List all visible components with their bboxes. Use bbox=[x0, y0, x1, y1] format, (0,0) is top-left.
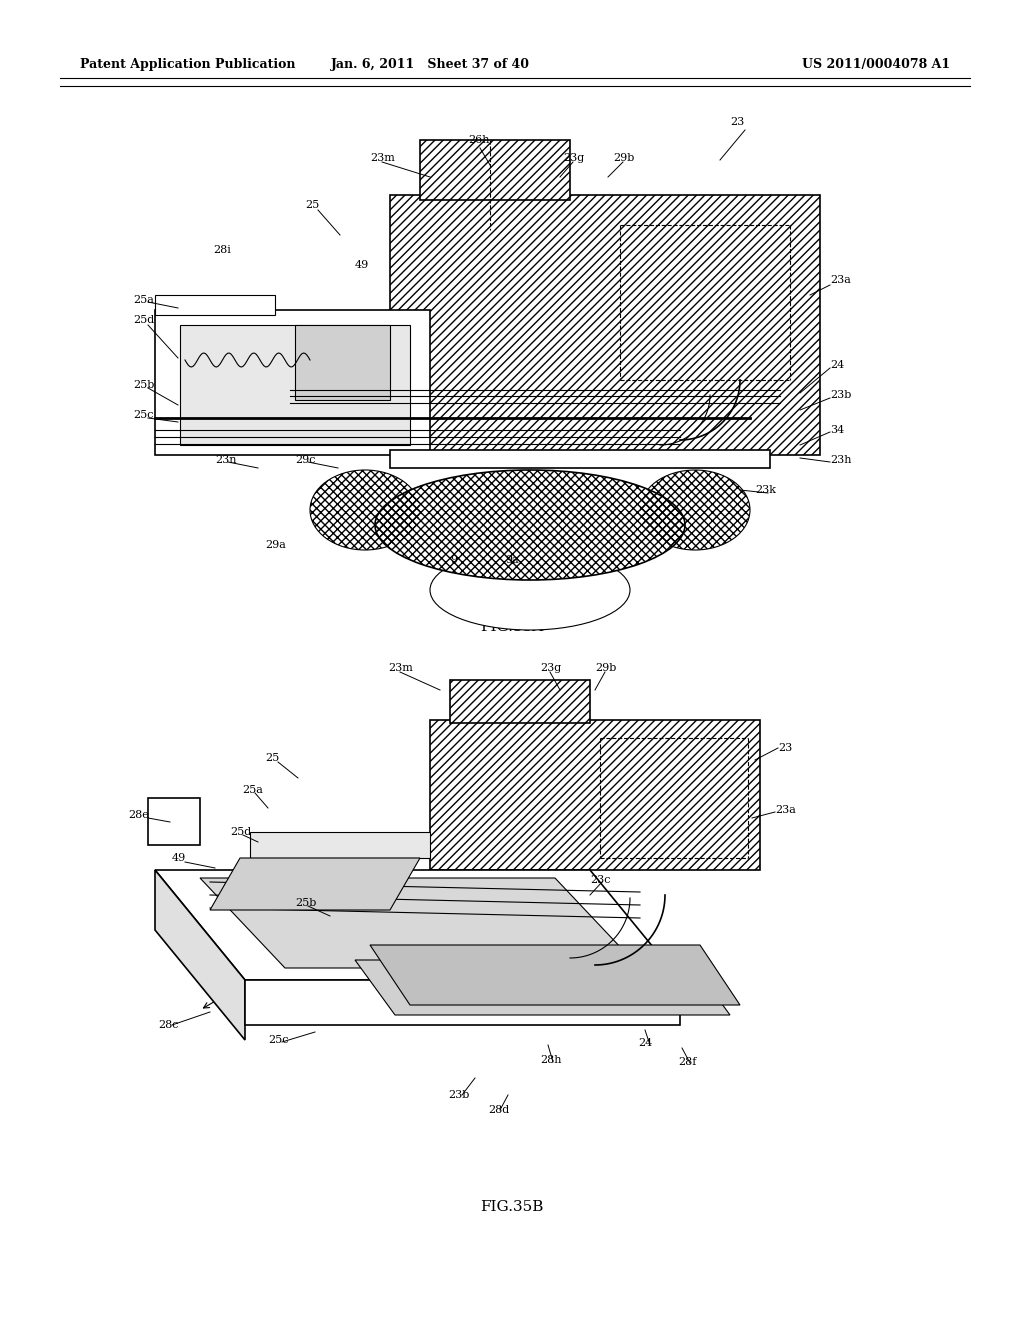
Text: 25: 25 bbox=[265, 752, 280, 763]
Text: 29b: 29b bbox=[595, 663, 616, 673]
Text: 34: 34 bbox=[830, 425, 844, 436]
Bar bbox=[420, 140, 570, 201]
Text: 25b: 25b bbox=[295, 898, 316, 908]
Polygon shape bbox=[250, 832, 430, 858]
Text: 23m: 23m bbox=[370, 153, 395, 162]
Text: 23n: 23n bbox=[215, 455, 237, 465]
Text: 25b: 25b bbox=[133, 380, 155, 389]
Text: 25d: 25d bbox=[133, 315, 155, 325]
Text: 25d: 25d bbox=[230, 828, 251, 837]
Text: 23b: 23b bbox=[449, 1090, 469, 1100]
Bar bbox=[390, 195, 820, 455]
Text: 49: 49 bbox=[172, 853, 186, 863]
Text: Patent Application Publication: Patent Application Publication bbox=[80, 58, 296, 71]
Ellipse shape bbox=[375, 470, 685, 579]
Text: US 2011/0004078 A1: US 2011/0004078 A1 bbox=[802, 58, 950, 71]
Polygon shape bbox=[295, 325, 390, 400]
Text: 23a: 23a bbox=[830, 275, 851, 285]
Polygon shape bbox=[155, 870, 245, 1040]
Text: FIG.35B: FIG.35B bbox=[480, 1200, 544, 1214]
Text: 49: 49 bbox=[355, 260, 370, 271]
Text: 26h: 26h bbox=[468, 135, 489, 145]
Text: 25c: 25c bbox=[133, 411, 154, 420]
Polygon shape bbox=[450, 680, 590, 723]
Text: 23b: 23b bbox=[830, 389, 851, 400]
Bar bbox=[180, 325, 410, 445]
Text: 25c: 25c bbox=[268, 1035, 289, 1045]
Ellipse shape bbox=[640, 470, 750, 550]
Polygon shape bbox=[370, 945, 740, 1005]
Text: 23c: 23c bbox=[590, 875, 610, 884]
Text: 9: 9 bbox=[450, 554, 457, 565]
Text: 28f: 28f bbox=[678, 1057, 696, 1067]
Text: 23g: 23g bbox=[563, 153, 585, 162]
Polygon shape bbox=[210, 858, 420, 909]
Ellipse shape bbox=[430, 550, 630, 630]
Polygon shape bbox=[155, 870, 680, 979]
Text: 28c: 28c bbox=[158, 1020, 178, 1030]
Text: 25: 25 bbox=[305, 201, 319, 210]
Text: 23: 23 bbox=[778, 743, 793, 752]
Text: 23g: 23g bbox=[540, 663, 561, 673]
Text: 23h: 23h bbox=[830, 455, 852, 465]
Text: 28i: 28i bbox=[213, 246, 230, 255]
Bar bbox=[155, 294, 275, 315]
Text: 24: 24 bbox=[830, 360, 844, 370]
Bar bbox=[420, 140, 570, 201]
Bar bbox=[155, 310, 430, 455]
Text: 29a: 29a bbox=[265, 540, 286, 550]
Text: FIG.35A: FIG.35A bbox=[480, 620, 544, 634]
Bar bbox=[390, 450, 770, 469]
Text: 28h: 28h bbox=[540, 1055, 561, 1065]
Text: 23m: 23m bbox=[388, 663, 413, 673]
Ellipse shape bbox=[310, 470, 420, 550]
Polygon shape bbox=[245, 979, 680, 1026]
Text: 23k: 23k bbox=[755, 484, 776, 495]
Text: 24: 24 bbox=[638, 1038, 652, 1048]
Text: 9a: 9a bbox=[505, 554, 519, 565]
Text: 29c: 29c bbox=[295, 455, 315, 465]
Polygon shape bbox=[200, 878, 640, 968]
Text: 23: 23 bbox=[730, 117, 744, 127]
Text: Jan. 6, 2011   Sheet 37 of 40: Jan. 6, 2011 Sheet 37 of 40 bbox=[331, 58, 529, 71]
Polygon shape bbox=[430, 719, 760, 870]
Polygon shape bbox=[355, 960, 730, 1015]
Text: 23a: 23a bbox=[775, 805, 796, 814]
Text: 25a: 25a bbox=[133, 294, 154, 305]
Polygon shape bbox=[148, 799, 200, 845]
Text: 29b: 29b bbox=[613, 153, 635, 162]
Text: 25a: 25a bbox=[242, 785, 263, 795]
Text: 28d: 28d bbox=[488, 1105, 509, 1115]
Bar bbox=[390, 195, 820, 455]
Text: 28e: 28e bbox=[128, 810, 148, 820]
